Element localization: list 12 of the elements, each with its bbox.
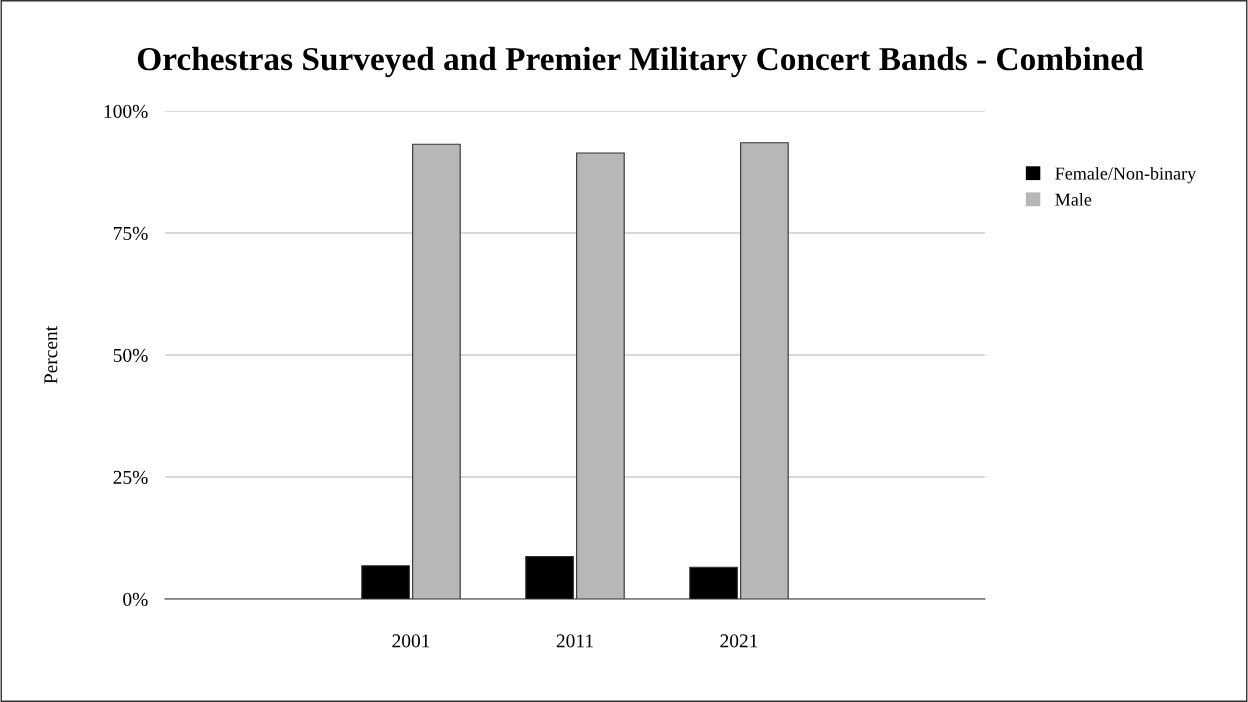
x-tick-label: 2021 — [720, 634, 758, 648]
x-tick-label: 2011 — [556, 634, 593, 648]
y-tick-label: 50% — [113, 348, 148, 362]
x-tick-label: 2001 — [392, 634, 430, 648]
y-tick-label: 75% — [113, 226, 148, 240]
legend-label: Male — [1055, 193, 1092, 206]
legend-label: Female/Non-binary — [1055, 166, 1197, 184]
y-tick-label: 0% — [123, 592, 148, 606]
chart-title: Orchestras Surveyed and Premier Military Concert Bands - Combined — [137, 46, 1144, 78]
y-axis-title: Percent — [44, 325, 58, 384]
y-tick-label: 100% — [104, 104, 148, 118]
y-tick-label: 25% — [113, 470, 148, 484]
